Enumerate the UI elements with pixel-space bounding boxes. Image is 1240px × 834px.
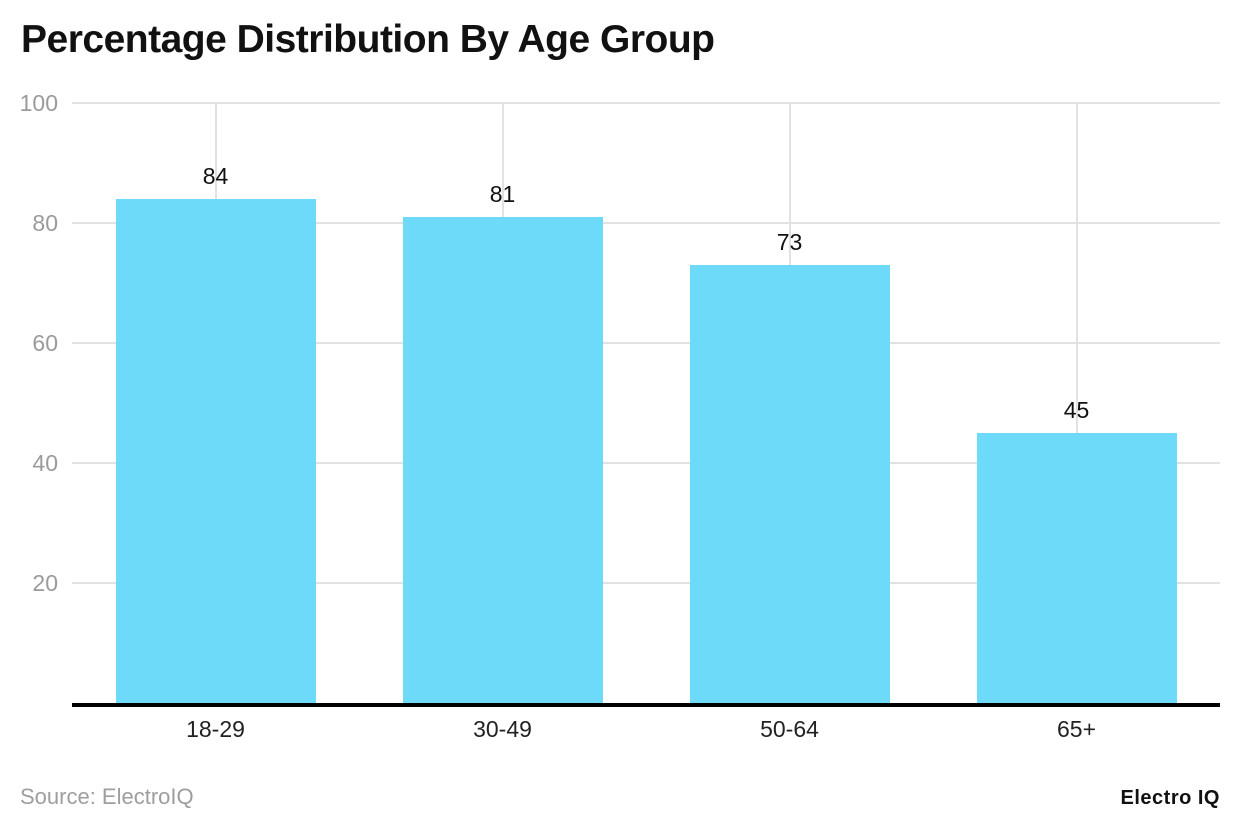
y-tick-label: 100 bbox=[19, 90, 58, 116]
gridline-h bbox=[72, 102, 1220, 104]
brand-logo: Electro IQ bbox=[1120, 787, 1220, 809]
bar: 45 bbox=[976, 397, 1177, 703]
source-note: Source: ElectroIQ bbox=[20, 784, 194, 809]
x-tick-label: 18-29 bbox=[186, 716, 245, 742]
chart-title: Percentage Distribution By Age Group bbox=[21, 18, 715, 61]
bar: 84 bbox=[115, 163, 316, 703]
plot-area: 20 40 60 80 100 84 18-29 81 30-49 73 50-64 45 65+ bbox=[20, 92, 1220, 742]
gridline-h bbox=[72, 222, 1220, 224]
y-tick-label: 40 bbox=[32, 450, 58, 476]
y-tick-label: 20 bbox=[32, 570, 58, 596]
x-tick-label: 30-49 bbox=[473, 716, 532, 742]
bar-value-label: 84 bbox=[202, 163, 229, 189]
chart-footer: Source: ElectroIQ Electro IQ bbox=[20, 784, 1220, 810]
gridline-h bbox=[72, 462, 1220, 464]
gridline-h bbox=[72, 342, 1220, 344]
gridline-h bbox=[72, 582, 1220, 584]
bar-value-label: 73 bbox=[776, 229, 803, 255]
bar-value-label: 45 bbox=[1063, 397, 1090, 423]
x-tick-label: 65+ bbox=[1056, 716, 1096, 742]
bar: 73 bbox=[689, 229, 890, 703]
y-tick-label: 60 bbox=[32, 330, 58, 356]
x-tick-label: 50-64 bbox=[760, 716, 819, 742]
bar-value-label: 81 bbox=[489, 181, 516, 207]
x-axis-line bbox=[72, 703, 1220, 707]
y-tick-label: 80 bbox=[32, 210, 58, 236]
bar: 81 bbox=[402, 181, 603, 703]
gridline-v bbox=[1075, 103, 1078, 703]
